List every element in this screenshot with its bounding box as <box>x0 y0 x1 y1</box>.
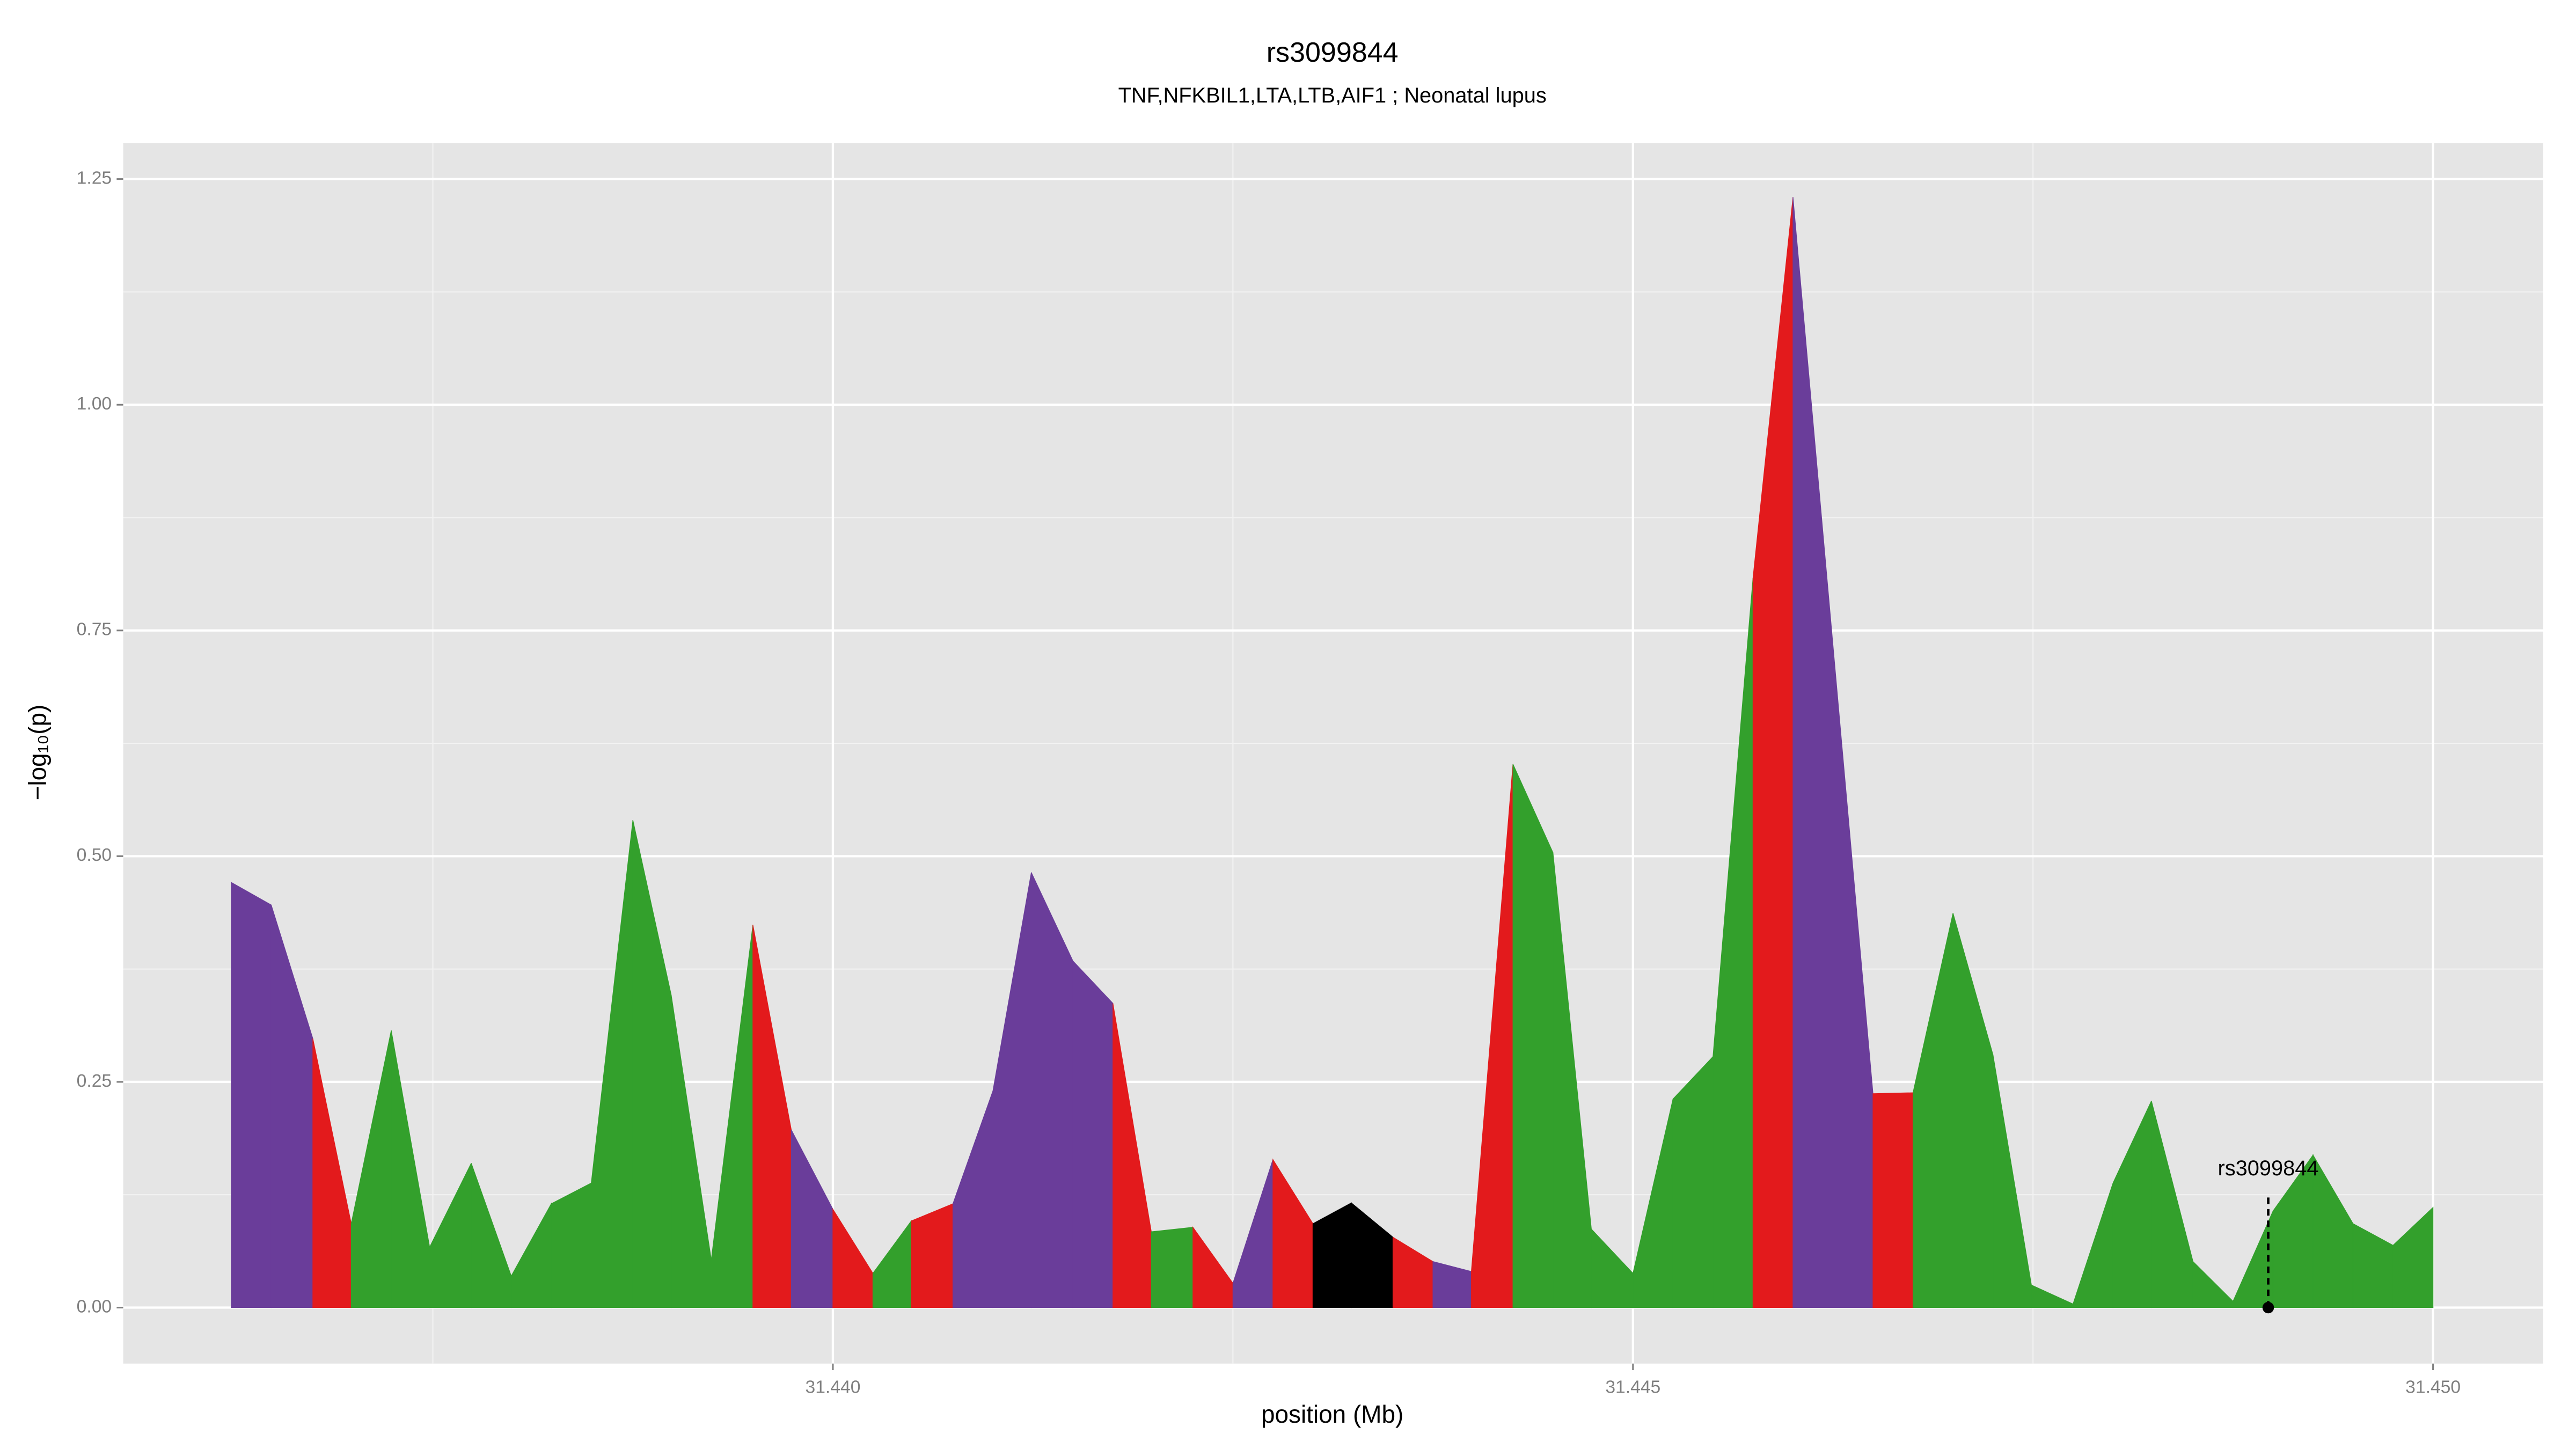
area-segment <box>1672 1056 1714 1308</box>
area-segment <box>1072 960 1114 1308</box>
y-tick-label: 1.00 <box>77 394 112 414</box>
annotation-label: rs3099844 <box>2218 1157 2319 1180</box>
chart-subtitle: TNF,NFKBIL1,LTA,LTB,AIF1 ; Neonatal lupu… <box>1118 84 1547 107</box>
x-tick-label: 31.445 <box>1605 1378 1660 1397</box>
y-tick-label: 0.00 <box>77 1297 112 1316</box>
area-segment <box>2392 1206 2434 1308</box>
x-axis-title: position (Mb) <box>1261 1400 1403 1428</box>
y-tick-label: 0.75 <box>77 620 112 640</box>
area-segment <box>551 1182 592 1308</box>
y-tick-label: 1.25 <box>77 169 112 188</box>
x-tick-label: 31.450 <box>2405 1378 2461 1397</box>
y-tick-label: 0.25 <box>77 1071 112 1091</box>
x-tick-label: 31.440 <box>805 1378 860 1397</box>
chart-title: rs3099844 <box>1267 37 1399 68</box>
area-segment <box>911 1203 954 1308</box>
plot-panel <box>123 143 2543 1364</box>
annotation-point <box>2262 1301 2274 1314</box>
y-tick-label: 0.50 <box>77 845 112 865</box>
area-segment <box>1872 1092 1914 1308</box>
y-axis-title: −log₁₀(p) <box>24 705 52 801</box>
area-segment <box>1151 1227 1194 1308</box>
area-segment <box>231 882 272 1308</box>
area-segment <box>1512 764 1554 1308</box>
